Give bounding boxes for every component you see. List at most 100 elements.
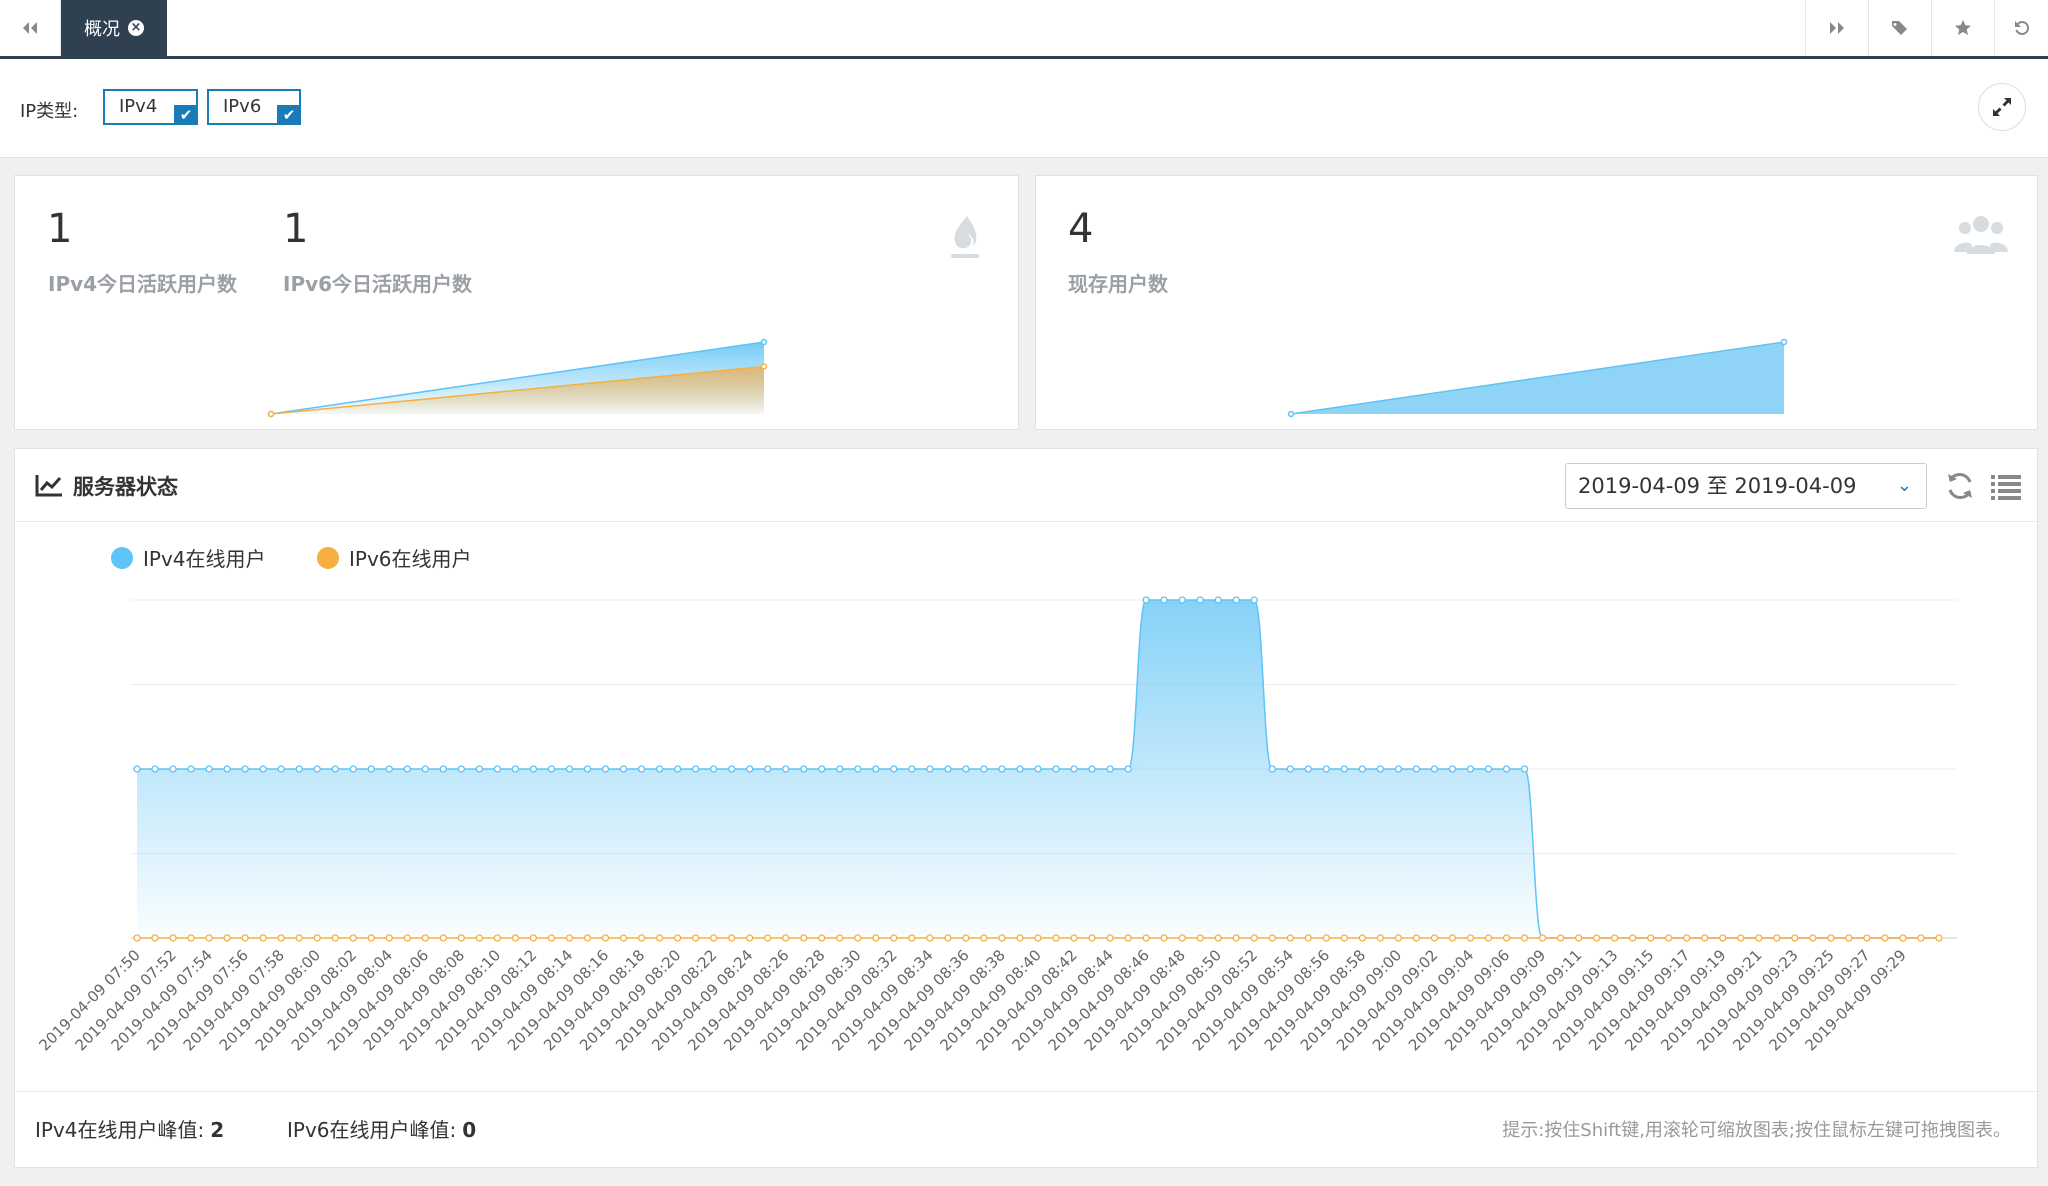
ipv6-point[interactable]: [1160, 934, 1168, 942]
ipv4-point[interactable]: [1448, 765, 1457, 773]
favorite-button[interactable]: [1931, 0, 1994, 56]
ipv6-point[interactable]: [439, 934, 447, 942]
ipv6-point[interactable]: [1502, 934, 1511, 942]
ipv4-point[interactable]: [1232, 596, 1240, 604]
ipv4-point[interactable]: [1142, 596, 1150, 604]
ipv6-point[interactable]: [583, 934, 592, 942]
ipv6-point[interactable]: [367, 934, 375, 942]
ipv4-point[interactable]: [1124, 765, 1132, 773]
ipv4-point[interactable]: [1376, 765, 1385, 773]
ipv6-point[interactable]: [1142, 934, 1150, 942]
ipv4-point[interactable]: [854, 765, 862, 773]
ipv4-point[interactable]: [439, 765, 447, 773]
ipv6-point[interactable]: [673, 934, 682, 942]
ipv4-point[interactable]: [1502, 765, 1511, 773]
ipv4-point[interactable]: [511, 765, 520, 773]
ipv4-point[interactable]: [187, 765, 195, 773]
ipv4-point[interactable]: [385, 765, 393, 773]
ipv6-point[interactable]: [601, 934, 610, 942]
ipv4-point[interactable]: [1358, 765, 1367, 773]
ipv4-point[interactable]: [782, 765, 790, 773]
ipv6-point[interactable]: [998, 934, 1006, 942]
ipv6-point[interactable]: [944, 934, 952, 942]
ipv4-point[interactable]: [1214, 596, 1222, 604]
ipv4-point[interactable]: [1250, 596, 1258, 604]
ipv6-point[interactable]: [1719, 934, 1727, 942]
ipv6-point[interactable]: [1196, 934, 1204, 942]
ipv6-point[interactable]: [385, 934, 393, 942]
ipv6-point[interactable]: [259, 934, 267, 942]
refresh-tab-button[interactable]: [1994, 0, 2048, 56]
ipv6-point[interactable]: [1610, 934, 1619, 942]
ipv4-point[interactable]: [169, 765, 177, 773]
ipv6-point[interactable]: [1412, 934, 1421, 942]
ipv4-point[interactable]: [746, 765, 754, 773]
ipv6-point[interactable]: [1322, 934, 1330, 942]
scroll-right-button[interactable]: [1805, 0, 1868, 56]
ipv4-point[interactable]: [691, 765, 700, 773]
ipv4-point[interactable]: [1160, 596, 1168, 604]
ipv6-point[interactable]: [547, 934, 556, 942]
ipv4-point[interactable]: [349, 765, 357, 773]
ipv4-point[interactable]: [205, 765, 213, 773]
ipv4-point[interactable]: [403, 765, 411, 773]
ipv6-point[interactable]: [926, 934, 934, 942]
ipv6-point[interactable]: [1358, 934, 1367, 942]
ipv4-point[interactable]: [1430, 765, 1439, 773]
ipv6-point[interactable]: [205, 934, 213, 942]
ipv4-point[interactable]: [493, 765, 502, 773]
ipv4-point[interactable]: [295, 765, 303, 773]
tab-overview[interactable]: 概况 ×: [61, 0, 167, 56]
ipv6-point[interactable]: [313, 934, 321, 942]
refresh-icon[interactable]: [1943, 469, 1977, 503]
ipv4-point[interactable]: [1286, 765, 1294, 773]
ipv4-point[interactable]: [890, 765, 898, 773]
ipv6-point[interactable]: [800, 934, 808, 942]
ipv6-point[interactable]: [1052, 934, 1060, 942]
ipv6-point[interactable]: [529, 934, 538, 942]
ipv6-point[interactable]: [1665, 934, 1673, 942]
ipv6-point[interactable]: [836, 934, 844, 942]
ipv6-point[interactable]: [1827, 934, 1835, 942]
ipv4-point[interactable]: [151, 765, 159, 773]
ipv4-point[interactable]: [1484, 765, 1493, 773]
ipv6-point[interactable]: [1863, 934, 1871, 942]
ipv4-point[interactable]: [313, 765, 321, 773]
ipv6-point[interactable]: [1070, 934, 1078, 942]
ipv6-point[interactable]: [1845, 934, 1853, 942]
ipv6-point[interactable]: [1340, 934, 1348, 942]
ipv6-point[interactable]: [1214, 934, 1222, 942]
ipv6-point[interactable]: [187, 934, 195, 942]
ipv6-point[interactable]: [908, 934, 916, 942]
ipv6-point[interactable]: [1899, 934, 1907, 942]
ipv4-point[interactable]: [475, 765, 484, 773]
close-icon[interactable]: ×: [128, 20, 144, 36]
ipv4-point[interactable]: [764, 765, 772, 773]
ipv6-point[interactable]: [764, 934, 772, 942]
ipv6-point[interactable]: [421, 934, 429, 942]
ipv6-point[interactable]: [1538, 934, 1547, 942]
fullscreen-button[interactable]: [1978, 83, 2026, 131]
ipv4-point[interactable]: [1412, 765, 1421, 773]
ipv4-point[interactable]: [709, 765, 718, 773]
legend-ipv4[interactable]: IPv4在线用户: [111, 543, 266, 572]
ipv4-point[interactable]: [836, 765, 844, 773]
ipv6-point[interactable]: [277, 934, 285, 942]
ipv6-point[interactable]: [818, 934, 826, 942]
ipv4-point[interactable]: [1304, 765, 1312, 773]
ipv6-point[interactable]: [1376, 934, 1385, 942]
ipv6-point[interactable]: [1647, 934, 1655, 942]
ipv4-point[interactable]: [673, 765, 682, 773]
ipv6-point[interactable]: [1124, 934, 1132, 942]
ipv6-point[interactable]: [728, 934, 736, 942]
ipv4-point[interactable]: [367, 765, 375, 773]
ipv6-point[interactable]: [331, 934, 339, 942]
ipv6-point[interactable]: [1556, 934, 1565, 942]
scroll-left-button[interactable]: [0, 0, 61, 56]
ipv6-point[interactable]: [511, 934, 520, 942]
ipv6-point[interactable]: [1286, 934, 1294, 942]
ipv6-point[interactable]: [151, 934, 159, 942]
ipv6-point[interactable]: [655, 934, 664, 942]
ipv4-point[interactable]: [133, 765, 141, 773]
